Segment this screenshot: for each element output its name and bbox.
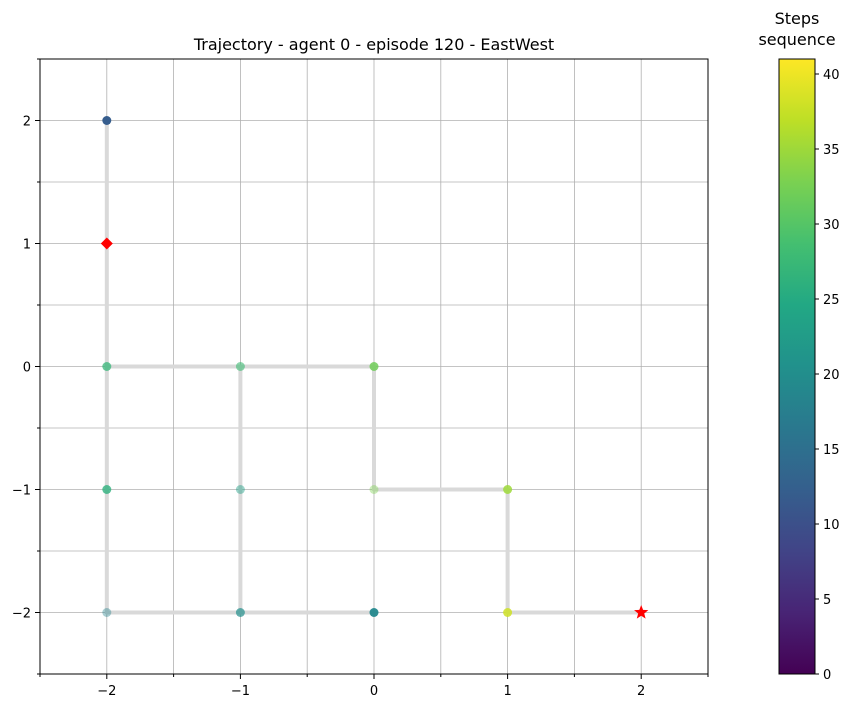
colorbar-tick-label: 15	[823, 443, 840, 458]
trajectory-point	[102, 608, 112, 617]
x-tick-label: −1	[231, 684, 250, 699]
y-tick-label: 2	[23, 115, 31, 130]
x-tick-label: 1	[503, 684, 511, 699]
x-tick-label: −2	[97, 684, 116, 699]
trajectory-point	[235, 485, 245, 494]
colorbar-tick-label: 0	[823, 668, 831, 683]
x-axis: −2 −1 0 1 2	[39, 674, 709, 699]
trajectory-point	[369, 485, 379, 494]
trajectory-point	[102, 116, 112, 125]
y-tick-label: −2	[12, 607, 31, 622]
y-tick-label: 0	[23, 361, 31, 376]
trajectory-point	[235, 362, 245, 371]
trajectory-points	[102, 116, 513, 617]
colorbar-gradient	[778, 58, 816, 675]
colorbar-tick-label: 10	[823, 518, 840, 533]
y-tick-label: 1	[23, 238, 31, 253]
colorbar-tick-label: 20	[823, 368, 840, 383]
goal-star-marker	[634, 605, 649, 619]
y-axis: −2 −1 0 1 2	[12, 58, 40, 675]
x-tick-label: 0	[370, 684, 378, 699]
markers	[100, 237, 649, 619]
colorbar-tick-label: 25	[823, 293, 840, 308]
trajectory-point	[503, 485, 513, 494]
trajectory-point	[369, 362, 379, 371]
trajectory-point	[503, 608, 513, 617]
trajectory-path	[104, 120, 642, 615]
trajectory-point	[102, 485, 112, 494]
plot-area: −2 −1 0 1 2 −2 −1 0 1 2	[12, 58, 709, 699]
y-tick-label: −1	[12, 484, 31, 499]
colorbar-tick-label: 40	[823, 68, 840, 83]
start-diamond-marker	[100, 237, 113, 250]
chart-title: Trajectory - agent 0 - episode 120 - Eas…	[193, 35, 554, 54]
colorbar-tick-label: 5	[823, 593, 831, 608]
x-tick-label: 2	[637, 684, 645, 699]
colorbar-tick-label: 30	[823, 218, 840, 233]
colorbar-title-line2: sequence	[758, 30, 835, 49]
colorbar: Steps sequence 0 5 10 15 20 25 30 35 40	[758, 9, 839, 683]
trajectory-point	[369, 608, 379, 617]
colorbar-tick-label: 35	[823, 143, 840, 158]
colorbar-title-line1: Steps	[775, 9, 820, 28]
trajectory-line	[104, 120, 642, 615]
colorbar-ticks: 0 5 10 15 20 25 30 35 40	[815, 68, 840, 683]
trajectory-point	[102, 362, 112, 371]
trajectory-point	[235, 608, 245, 617]
